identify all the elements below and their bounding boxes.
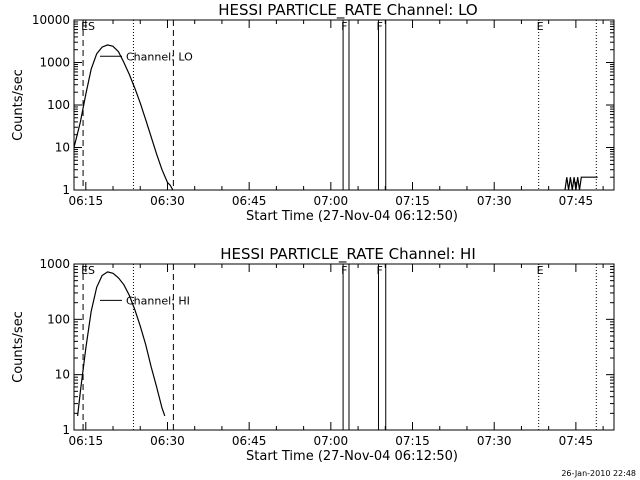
chart-title: HESSI PARTICLE_RATE Channel: LO bbox=[218, 1, 477, 20]
footer-timestamp: 26-Jan-2010 22:48 bbox=[561, 469, 636, 478]
event-marker-label: F bbox=[376, 264, 382, 277]
series-line bbox=[77, 271, 166, 417]
x-axis-label: Start Time (27-Nov-04 06:12:50) bbox=[246, 209, 458, 224]
event-marker-label: F bbox=[341, 264, 347, 277]
event-marker-label: ES bbox=[81, 264, 95, 277]
x-tick-label: 07:30 bbox=[477, 194, 512, 208]
y-tick-label: 100 bbox=[47, 312, 70, 326]
y-axis-label: Counts/sec bbox=[11, 311, 26, 383]
x-tick-label: 07:15 bbox=[395, 434, 430, 448]
plot-frame bbox=[73, 19, 615, 191]
y-tick-label: 1000 bbox=[39, 257, 70, 271]
event-marker-label: F bbox=[341, 20, 347, 33]
x-tick-label: 06:15 bbox=[69, 194, 104, 208]
event-marker-label: F bbox=[376, 20, 382, 33]
x-axis-label: Start Time (27-Nov-04 06:12:50) bbox=[246, 449, 458, 464]
series-line bbox=[564, 176, 598, 191]
x-tick-label: 07:30 bbox=[477, 434, 512, 448]
plot-frame bbox=[73, 263, 615, 431]
x-tick-label: 07:45 bbox=[559, 194, 594, 208]
y-tick-label: 1000 bbox=[39, 56, 70, 70]
x-tick-label: 06:30 bbox=[150, 194, 185, 208]
x-tick-label: 06:15 bbox=[69, 434, 104, 448]
event-marker-label: ES bbox=[81, 20, 95, 33]
chart-title: HESSI PARTICLE_RATE Channel: HI bbox=[220, 245, 476, 264]
y-tick-label: 1 bbox=[62, 183, 70, 197]
chart-panel-lo: HESSI PARTICLE_RATE Channel: LO 06:15 06:3… bbox=[11, 1, 615, 224]
x-tick-label: 06:45 bbox=[232, 194, 267, 208]
y-tick-label: 10 bbox=[55, 368, 70, 382]
event-marker-label: E bbox=[537, 20, 544, 33]
x-tick-label: 07:00 bbox=[314, 434, 349, 448]
series-line bbox=[73, 44, 174, 191]
x-tick-label: 07:00 bbox=[314, 194, 349, 208]
y-axis-label: Counts/sec bbox=[11, 69, 26, 141]
legend-label: Channel: LO bbox=[126, 50, 193, 63]
chart-panel-hi: HESSI PARTICLE_RATE Channel: HI 06:15 06:3… bbox=[11, 245, 615, 464]
y-tick-label: 1 bbox=[62, 423, 70, 437]
y-tick-label: 10000 bbox=[32, 13, 70, 27]
x-tick-label: 06:45 bbox=[232, 434, 267, 448]
x-tick-label: 06:30 bbox=[150, 434, 185, 448]
y-tick-label: 10 bbox=[55, 141, 70, 155]
x-tick-label: 07:45 bbox=[559, 434, 594, 448]
x-tick-label: 07:15 bbox=[395, 194, 430, 208]
event-marker-label: E bbox=[537, 264, 544, 277]
legend-label: Channel: HI bbox=[126, 294, 190, 307]
y-tick-label: 100 bbox=[47, 98, 70, 112]
